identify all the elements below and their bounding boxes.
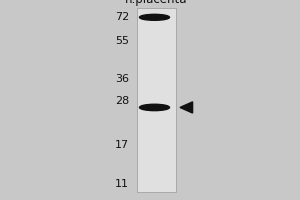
Bar [136, 8, 176, 192]
Text: 72: 72 [115, 12, 129, 22]
Text: 17: 17 [115, 140, 129, 150]
Text: h.placenta: h.placenta [125, 0, 187, 6]
Text: 36: 36 [115, 74, 129, 84]
Ellipse shape [140, 14, 169, 20]
Text: 28: 28 [115, 96, 129, 106]
Text: 11: 11 [115, 179, 129, 189]
Text: 55: 55 [115, 36, 129, 46]
Ellipse shape [140, 104, 169, 111]
Polygon shape [180, 102, 193, 113]
